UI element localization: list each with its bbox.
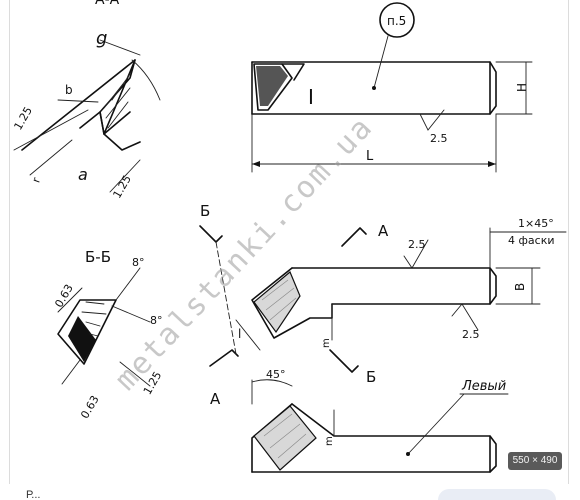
letter-a-cut-bottom: А bbox=[210, 390, 221, 408]
dim-063-bottom: 0.63 bbox=[78, 393, 102, 421]
rough-sign-bottom bbox=[451, 303, 479, 331]
plan-insert-texture bbox=[261, 279, 297, 321]
section-aa-title: А-А bbox=[95, 0, 120, 8]
angle-8-top-leader bbox=[115, 267, 141, 301]
dim-125-bottom-leader bbox=[109, 159, 141, 193]
dim-125-leader bbox=[13, 109, 89, 151]
g-leader bbox=[99, 39, 141, 56]
letter-b-cut-bottom: Б bbox=[366, 368, 376, 386]
dim-125-bottom: 1.25 bbox=[110, 173, 134, 201]
label-b: b bbox=[65, 83, 73, 97]
left-insert-texture bbox=[263, 413, 307, 459]
caption-text: Р... bbox=[26, 489, 41, 500]
tool-tip-notch bbox=[281, 63, 305, 81]
tool-left-variant: 45° m Левый bbox=[251, 368, 509, 473]
dim-l: L bbox=[366, 149, 374, 164]
cut-b-top-mark bbox=[199, 225, 223, 243]
section-bb-outline bbox=[57, 299, 117, 365]
callout-leader bbox=[373, 35, 389, 89]
image-size-badge: 550 × 490 bbox=[508, 452, 562, 470]
section-bb-title: Б-Б bbox=[85, 248, 111, 266]
drawing-frame bbox=[9, 0, 569, 484]
variant-left-leader bbox=[407, 393, 465, 455]
dim-b: B bbox=[513, 283, 527, 291]
angle-8-mid: 8° bbox=[150, 314, 163, 327]
caption-action-pill[interactable] bbox=[438, 489, 556, 500]
angle-8-top: 8° bbox=[132, 256, 145, 269]
section-aa-detail: А-А g b 1.25 r a 1.25 bbox=[11, 0, 161, 201]
l-small-leader bbox=[235, 319, 261, 351]
dim-l-small: l bbox=[238, 327, 241, 341]
cut-a-top-mark bbox=[341, 227, 367, 247]
callout-p5: п.5 bbox=[387, 14, 406, 28]
angle-8-mid-leader bbox=[111, 305, 151, 323]
tool-side-view: I п.5 H L 2.5 bbox=[251, 2, 533, 173]
letter-a-cut-top: А bbox=[378, 222, 389, 240]
variant-left-label: Левый bbox=[461, 379, 506, 394]
angle-45-arc bbox=[251, 379, 293, 387]
chamfer-label: 1×45° bbox=[518, 217, 554, 230]
dim-063-bottom-leader bbox=[61, 359, 81, 385]
rough-25-bottom: 2.5 bbox=[462, 328, 480, 341]
plan-insert bbox=[253, 271, 301, 334]
watermark-text: metalstanki.com.ua bbox=[108, 109, 380, 397]
plan-body-outline bbox=[291, 267, 497, 305]
dim-125-bb-leader bbox=[119, 361, 151, 387]
angle-g-arc bbox=[131, 59, 161, 101]
section-bb-insert bbox=[68, 316, 96, 362]
rough-sign-mid bbox=[403, 239, 429, 269]
label-g: g bbox=[96, 28, 107, 49]
dim-h: H bbox=[515, 83, 529, 92]
section-bb-hatch bbox=[81, 301, 107, 337]
section-aa-hatching bbox=[103, 73, 131, 129]
tool-insert-outline bbox=[253, 63, 293, 111]
callout-dot bbox=[372, 86, 376, 90]
roman-one: I bbox=[308, 85, 314, 109]
section-line-a bbox=[215, 241, 237, 355]
cut-a-bottom-mark bbox=[209, 349, 239, 367]
letter-b-cut-top: Б bbox=[200, 202, 210, 220]
callout-p5-circle bbox=[379, 2, 415, 38]
dim-063-top: 0.63 bbox=[52, 282, 76, 310]
label-a: a bbox=[78, 165, 88, 184]
variant-left-dot bbox=[406, 452, 410, 456]
dim-r: r bbox=[29, 175, 43, 184]
tool-plan-view: B 1×45° 4 фаски 2.5 2.5 m l Б А А Б bbox=[199, 202, 567, 408]
cut-b-bottom-mark bbox=[329, 349, 359, 373]
dim-m-bottom: m bbox=[324, 436, 335, 446]
dim-m-mid: m bbox=[321, 338, 332, 348]
rough-25-mid: 2.5 bbox=[408, 238, 426, 251]
dim-063-top-leader bbox=[57, 287, 83, 313]
chamfer-count: 4 фаски bbox=[508, 234, 554, 247]
tool-body-outline bbox=[251, 61, 497, 115]
dim-r-leader bbox=[29, 139, 73, 176]
section-aa-lower bbox=[103, 133, 141, 151]
l-arrow-right bbox=[488, 161, 496, 167]
left-body-outline bbox=[251, 403, 497, 473]
rough-25-top: 2.5 bbox=[430, 132, 448, 145]
caption-strip: Р... bbox=[0, 486, 580, 500]
left-insert bbox=[253, 405, 317, 471]
rough-sign-top bbox=[419, 109, 445, 131]
b-dim-line bbox=[57, 99, 99, 103]
angle-45: 45° bbox=[266, 368, 286, 381]
l-arrow-left bbox=[252, 161, 260, 167]
dim-125-top: 1.25 bbox=[11, 105, 35, 133]
tool-insert-fill bbox=[256, 66, 288, 106]
